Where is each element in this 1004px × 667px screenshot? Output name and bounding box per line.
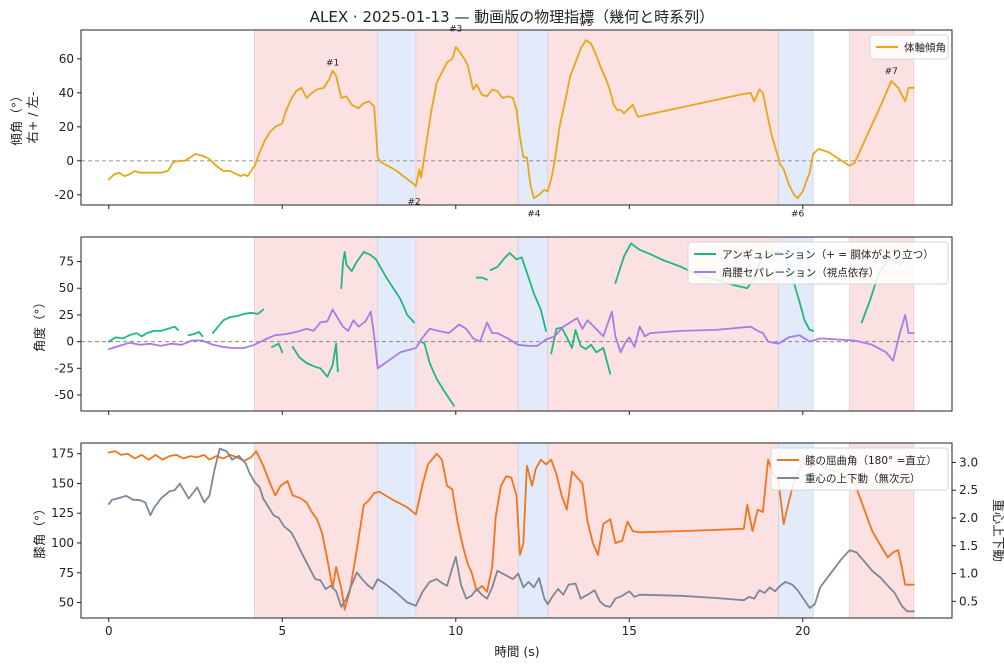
y-axis-label: 傾角（°） (9, 89, 24, 145)
y-tick-label: 125 (51, 506, 74, 520)
panel-1: -20 0 20 40 60 傾角（°） 右+ / 左- #1 #2 #3 #4 #5 #6 #7 体軸傾角 (9, 19, 953, 219)
legend-box (869, 34, 949, 60)
phase-span (778, 30, 814, 205)
phase-span (547, 443, 779, 618)
y-tick-label-right: 3.0 (959, 455, 978, 469)
legend-label: 重心の上下動（無次元） (805, 472, 921, 485)
peak-annotation: #5 (579, 19, 592, 29)
y-tick-label: 0 (66, 335, 74, 349)
series-line-1 (187, 331, 204, 338)
y-tick-label: 60 (59, 52, 74, 66)
peak-annotation: #4 (527, 209, 541, 219)
chart-title: ALEX · 2025-01-13 — 動画版の物理指標（幾何と時系列） (310, 8, 714, 26)
phase-span (377, 30, 416, 205)
y-axis-label: 膝角（°） (32, 502, 47, 558)
y-axis-label-right: 重心上下動 (991, 499, 1004, 562)
y-tick-label: 40 (59, 86, 74, 100)
plot-frame (80, 236, 953, 412)
series-line-1 (291, 342, 339, 378)
panels: -20 0 20 40 60 傾角（°） 右+ / 左- #1 #2 #3 #4 #5 #6 #7 体軸傾角… (9, 19, 1004, 638)
series-line-1 (489, 252, 547, 332)
series-line-1 (475, 276, 488, 281)
legend-label: 肩腰セパレーション（視点依存） (722, 266, 879, 279)
peak-annotation: #3 (449, 24, 462, 34)
plot-frame (80, 29, 953, 206)
x-tick-label: 20 (795, 624, 810, 638)
phase-span (415, 30, 519, 205)
y-tick-label: 20 (59, 120, 74, 134)
series-line-1 (107, 325, 180, 343)
y-tick-label: -25 (54, 361, 74, 375)
y-tick-label-right: 1.0 (959, 567, 978, 581)
x-axis-label: 時間 (s) (494, 644, 539, 659)
legend-box (687, 241, 949, 285)
y-tick-label: 0 (66, 154, 74, 168)
peak-annotation: #1 (326, 58, 339, 68)
y-tick-label: 100 (51, 536, 74, 550)
y-tick-label: -50 (54, 388, 74, 402)
y-tick-label-right: 2.0 (959, 511, 978, 525)
panel-2: -50 -25 0 25 50 75 角度（°） アンギュレーション（+ = 胴体がより立つ）… (32, 236, 953, 415)
phase-span (518, 30, 548, 205)
peak-annotation: #2 (407, 198, 420, 208)
phase-span (254, 237, 378, 411)
y-tick-label: 50 (59, 281, 74, 295)
y-axis-label: 角度（°） (32, 296, 47, 352)
series-line-1 (212, 308, 265, 334)
series-line-2 (107, 308, 915, 370)
y-tick-label: 150 (51, 476, 74, 490)
y-tick-label: -20 (54, 188, 74, 202)
series-line-1 (614, 242, 815, 332)
phase-span (254, 443, 378, 618)
y-axis-label: 右+ / 左- (25, 91, 40, 143)
x-tick-label: 10 (448, 624, 463, 638)
peak-annotation: #6 (791, 209, 805, 219)
series-line-1 (420, 340, 455, 407)
y-tick-label: 75 (59, 255, 74, 269)
y-tick-label: 50 (59, 596, 74, 610)
peak-annotation: #7 (885, 67, 898, 77)
y-tick-label: 75 (59, 566, 74, 580)
y-tick-label: 175 (51, 447, 74, 461)
legend-label: 体軸傾角 (904, 41, 946, 54)
series-line-2 (107, 447, 915, 613)
x-tick-label: 5 (278, 624, 286, 638)
panel-3: 50 75 100 125 150 175 0.5 1.0 1.5 2.0 2.5 3.0 重心上下動 0… (32, 442, 1004, 638)
phase-span (415, 443, 519, 618)
legend-label: 膝の屈曲角（180° =直立） (805, 454, 937, 467)
phase-span (254, 30, 378, 205)
y-tick-label-right: 2.5 (959, 483, 978, 497)
phase-span (415, 237, 519, 411)
series-line-1 (340, 251, 415, 324)
phase-span (518, 237, 548, 411)
y-tick-label-right: 1.5 (959, 539, 978, 553)
series-line-1 (550, 326, 612, 375)
plot-frame (80, 442, 953, 619)
series-line-1 (271, 342, 284, 354)
legend-box (770, 447, 949, 491)
legend-label: アンギュレーション（+ = 胴体がより立つ） (722, 248, 934, 261)
y-tick-label-right: 0.5 (959, 594, 978, 608)
y-tick-label: 25 (59, 308, 74, 322)
series-line-1 (107, 39, 915, 200)
phase-span (377, 237, 416, 411)
x-tick-label: 15 (622, 624, 637, 638)
phase-span (547, 30, 779, 205)
phase-span (377, 443, 416, 618)
x-tick-label: 0 (105, 624, 113, 638)
